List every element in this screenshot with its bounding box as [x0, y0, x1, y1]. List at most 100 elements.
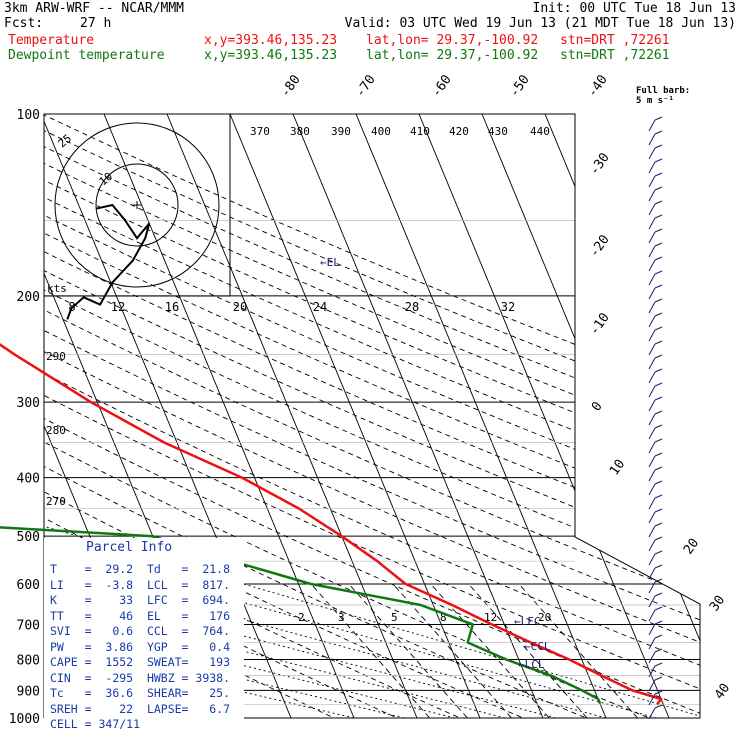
temperature-latlon: lat,lon= 29.37,-100.92 — [366, 33, 539, 48]
wind-barb — [654, 634, 663, 639]
parcel-info-row: K = 33 LFC = 694. — [50, 593, 230, 607]
parcel-value: 22 — [91, 701, 147, 716]
wind-barb — [648, 329, 656, 342]
theta-label-420: 420 — [449, 125, 469, 138]
wind-barb — [654, 704, 663, 709]
mixing-ratio-label-5: 5 — [391, 611, 398, 624]
wind-barb — [654, 326, 663, 331]
parcel-value: 764. — [188, 624, 231, 638]
wind-barb — [654, 606, 663, 611]
wind-barb — [648, 399, 656, 412]
parcel-key: EL = — [146, 608, 189, 623]
hodograph-trace — [66, 203, 151, 320]
temperature-stn: stn=DRT ,72261 — [560, 33, 670, 48]
wind-barb — [654, 200, 663, 205]
series-dewpoint — [0, 526, 602, 704]
theta-label-280: 280 — [46, 424, 66, 437]
dewpoint-label: Dewpoint temperature — [8, 48, 165, 63]
wind-barb — [648, 119, 656, 132]
fcst-label: Fcst: — [4, 16, 44, 31]
temperature-label: Temperature — [8, 33, 95, 48]
pressure-label-500: 500 — [17, 530, 40, 545]
isotherm — [103, 114, 355, 718]
parcel-info-cell: CELL = 347/11 — [50, 717, 140, 731]
marker-ccl: ←CCL — [524, 640, 551, 653]
parcel-value: 36.6 — [91, 686, 147, 700]
parcel-value: 46 — [91, 608, 147, 623]
wind-barb — [648, 315, 656, 328]
wind-barb — [654, 242, 663, 247]
hodograph-ring — [54, 122, 220, 288]
wind-barb — [648, 553, 656, 566]
dewpoint-latlon: lat,lon= 29.37,-100.92 — [366, 48, 539, 63]
parcel-key: CCL = — [146, 624, 189, 638]
wind-barb — [648, 595, 656, 608]
isotherm-label--30: -30 — [587, 150, 613, 178]
wind-barb — [654, 438, 663, 443]
wind-barb — [648, 651, 656, 664]
isotherm — [229, 114, 481, 718]
isotherm-label-10: 10 — [607, 457, 628, 478]
wind-barb — [648, 469, 656, 482]
wind-barb — [654, 676, 663, 681]
parcel-info-row: PW = 3.86 YGP = 0.4 — [50, 640, 230, 654]
hodograph-speed-label-32: 32 — [501, 300, 515, 314]
wind-barb — [648, 707, 656, 720]
wind-barb — [648, 455, 656, 468]
parcel-value: -3.8 — [91, 577, 147, 592]
parcel-value: 0.4 — [188, 639, 231, 654]
wind-barb — [648, 231, 656, 244]
parcel-key: SREH = — [50, 701, 92, 716]
wind-barb — [648, 581, 656, 594]
parcel-info-row: SVI = 0.6 CCL = 764. — [50, 624, 230, 638]
wind-barb — [654, 508, 663, 513]
wind-barb-legend: Full barb: 5 m s⁻¹ — [636, 86, 691, 106]
isotherm-label--50: -50 — [507, 72, 533, 100]
parcel-key: LFC = — [146, 593, 189, 607]
level-markers: ←EL ←LFC ←CCL ←LCL — [320, 256, 551, 671]
wind-barb — [654, 564, 663, 569]
parcel-info-row: Tc = 36.6 SHEAR= 25. — [50, 686, 230, 700]
theta-label-290: 290 — [46, 350, 66, 363]
parcel-value: 29.2 — [91, 562, 147, 576]
wind-barb — [654, 466, 663, 471]
pressure-label-600: 600 — [17, 578, 40, 593]
mixing-ratio-label-20: 20 — [538, 611, 551, 624]
pressure-label-700: 700 — [17, 618, 40, 633]
isotherm — [418, 114, 670, 718]
hodograph-speed-label-16: 16 — [165, 300, 179, 314]
wind-barb — [648, 679, 656, 692]
parcel-value: 25. — [188, 686, 231, 700]
wind-barb — [648, 357, 656, 370]
fcst-value: 27 h — [80, 16, 112, 31]
isotherm-label--20: -20 — [587, 232, 613, 260]
isotherm — [355, 114, 607, 718]
parcel-key: K = — [50, 593, 92, 607]
dry-adiabat — [44, 114, 700, 718]
wind-barb — [648, 567, 656, 580]
mixing-ratio-label-2: 2 — [298, 611, 305, 624]
parcel-key: LAPSE= — [146, 701, 189, 716]
cell-label: CELL = — [50, 717, 99, 731]
wind-barb — [648, 511, 656, 524]
parcel-value: 3938. — [188, 670, 231, 685]
wind-barb — [654, 172, 663, 177]
wind-barb — [654, 116, 663, 121]
wind-barb — [654, 228, 663, 233]
cell-value: 347/11 — [98, 717, 141, 731]
marker-el: ←EL — [320, 256, 340, 269]
wind-barb — [654, 144, 663, 149]
parcel-value: 3.86 — [91, 639, 147, 654]
marker-lfc: ←LFC — [514, 615, 541, 628]
sounding-series — [0, 343, 663, 706]
wind-barb — [654, 340, 663, 345]
parcel-value: 21.8 — [188, 562, 231, 576]
wind-barb — [648, 343, 656, 356]
wind-barb — [654, 452, 663, 457]
hodograph-speed-label-20: 20 — [233, 300, 247, 314]
parcel-value: 6.7 — [188, 701, 231, 716]
moist-adiabat — [44, 295, 455, 718]
wind-barb — [648, 133, 656, 146]
wind-barb — [648, 539, 656, 552]
isotherm-label--10: -10 — [587, 310, 613, 338]
